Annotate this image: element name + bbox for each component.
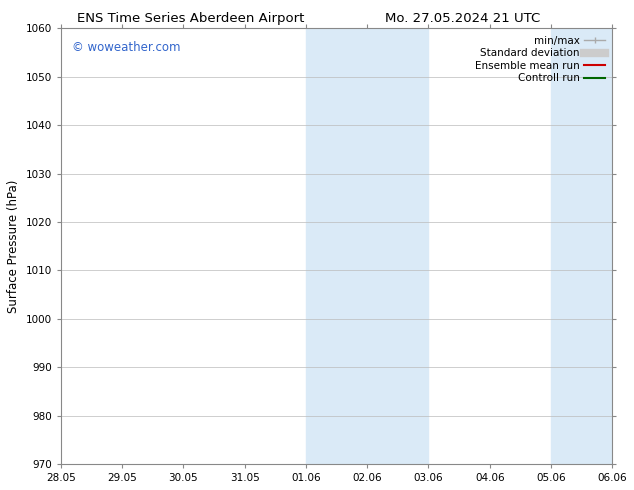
Text: © woweather.com: © woweather.com xyxy=(72,41,180,54)
Bar xyxy=(551,28,612,464)
Y-axis label: Surface Pressure (hPa): Surface Pressure (hPa) xyxy=(7,179,20,313)
Bar xyxy=(306,28,429,464)
Text: ENS Time Series Aberdeen Airport: ENS Time Series Aberdeen Airport xyxy=(77,12,304,25)
Text: Mo. 27.05.2024 21 UTC: Mo. 27.05.2024 21 UTC xyxy=(385,12,540,25)
Legend: min/max, Standard deviation, Ensemble mean run, Controll run: min/max, Standard deviation, Ensemble me… xyxy=(473,33,607,85)
